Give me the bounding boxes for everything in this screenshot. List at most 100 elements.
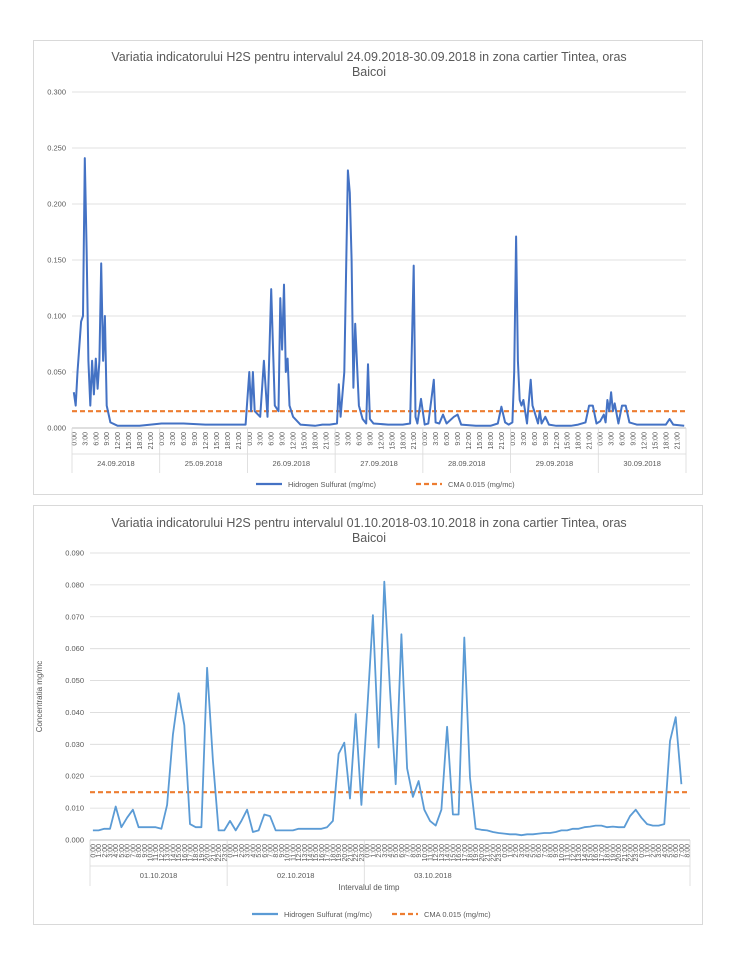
x-tick-label: 13:00 bbox=[302, 844, 309, 862]
x-tick-label: 0:00 bbox=[365, 844, 372, 858]
x-tick-label: 13:00 bbox=[165, 844, 172, 862]
x-tick-label: 3:00 bbox=[345, 432, 352, 446]
x-tick-label: 0:00 bbox=[159, 432, 166, 446]
x-tick-label: 6:00 bbox=[673, 844, 680, 858]
x-tick-label: 12:00 bbox=[296, 844, 303, 862]
x-tick-label: 1:00 bbox=[508, 844, 515, 858]
chart-panel-three-days: Variatia indicatorului H2S pentru interv… bbox=[33, 505, 703, 925]
x-tick-label: 15:00 bbox=[389, 432, 396, 450]
y-axis-title: Concentratia mg/mc bbox=[35, 661, 44, 733]
x-tick-label: 20:00 bbox=[616, 844, 623, 862]
x-tick-label: 0:00 bbox=[598, 432, 605, 446]
x-tick-label: 9:00 bbox=[280, 432, 287, 446]
x-tick-label: 8:00 bbox=[548, 844, 555, 858]
x-tick-label: 19:00 bbox=[473, 844, 480, 862]
x-tick-label: 9:00 bbox=[631, 432, 638, 446]
day-label: 02.10.2018 bbox=[277, 871, 315, 880]
x-tick-label: 1:00 bbox=[370, 844, 377, 858]
legend-cma-label: CMA 0.015 (mg/mc) bbox=[448, 480, 515, 489]
h2s-week-chart: Variatia indicatorului H2S pentru interv… bbox=[47, 50, 687, 489]
x-tick-label: 16:00 bbox=[319, 844, 326, 862]
x-tick-label: 18:00 bbox=[313, 432, 320, 450]
x-tick-label: 4:00 bbox=[250, 844, 257, 858]
x-tick-label: 0:00 bbox=[510, 432, 517, 446]
x-tick-label: 18:00 bbox=[488, 432, 495, 450]
x-tick-label: 18:00 bbox=[330, 844, 337, 862]
x-tick-label: 9:00 bbox=[543, 432, 550, 446]
x-tick-label: 14:00 bbox=[445, 844, 452, 862]
x-tick-label: 15:00 bbox=[450, 844, 457, 862]
x-tick-label: 15:00 bbox=[588, 844, 595, 862]
x-tick-label: 21:00 bbox=[236, 432, 243, 450]
day-label: 25.09.2018 bbox=[185, 459, 223, 468]
x-tick-label: 11:00 bbox=[428, 844, 435, 861]
x-tick-label: 8:00 bbox=[136, 844, 143, 858]
chart-title-line: Variatia indicatorului H2S pentru interv… bbox=[111, 50, 626, 64]
x-tick-label: 9:00 bbox=[104, 432, 111, 446]
day-label: 26.09.2018 bbox=[273, 459, 311, 468]
x-tick-label: 3:00 bbox=[433, 432, 440, 446]
x-tick-label: 4:00 bbox=[388, 844, 395, 858]
y-tick-label: 0.070 bbox=[65, 612, 84, 621]
x-tick-label: 12:00 bbox=[554, 432, 561, 450]
y-tick-label: 0.010 bbox=[65, 804, 84, 813]
y-tick-label: 0.050 bbox=[65, 676, 84, 685]
x-tick-label: 21:00 bbox=[674, 432, 681, 450]
x-tick-label: 17:00 bbox=[188, 844, 195, 862]
x-tick-label: 7:00 bbox=[130, 844, 137, 858]
day-label: 01.10.2018 bbox=[140, 871, 178, 880]
x-tick-label: 23:00 bbox=[496, 844, 503, 862]
x-tick-label: 9:00 bbox=[142, 844, 149, 858]
x-tick-label: 3:00 bbox=[382, 844, 389, 858]
x-tick-label: 5:00 bbox=[668, 844, 675, 858]
x-tick-label: 17:00 bbox=[462, 844, 469, 862]
x-tick-label: 9:00 bbox=[553, 844, 560, 858]
x-tick-label: 10:00 bbox=[148, 844, 155, 862]
chart-title-line: Baicoi bbox=[352, 65, 386, 79]
y-tick-label: 0.000 bbox=[65, 836, 84, 845]
y-tick-label: 0.100 bbox=[47, 312, 66, 321]
day-label: 27.09.2018 bbox=[360, 459, 398, 468]
day-label: 03.10.2018 bbox=[414, 871, 452, 880]
x-tick-label: 2:00 bbox=[650, 844, 657, 858]
x-tick-label: 18:00 bbox=[193, 844, 200, 862]
x-tick-label: 6:00 bbox=[125, 844, 132, 858]
x-tick-label: 0:00 bbox=[334, 432, 341, 446]
x-tick-label: 19:00 bbox=[610, 844, 617, 862]
x-tick-label: 7:00 bbox=[679, 844, 686, 858]
x-tick-label: 15:00 bbox=[313, 844, 320, 862]
x-tick-label: 20:00 bbox=[205, 844, 212, 862]
x-tick-label: 3:00 bbox=[108, 844, 115, 858]
x-tick-label: 3:00 bbox=[170, 432, 177, 446]
y-tick-label: 0.300 bbox=[47, 88, 66, 97]
x-tick-label: 6:00 bbox=[262, 844, 269, 858]
x-tick-label: 19:00 bbox=[336, 844, 343, 862]
x-tick-label: 2:00 bbox=[102, 844, 109, 858]
x-tick-label: 7:00 bbox=[405, 844, 412, 858]
x-tick-label: 18:00 bbox=[468, 844, 475, 862]
x-tick-label: 15:00 bbox=[565, 432, 572, 450]
x-tick-label: 22:00 bbox=[628, 844, 635, 862]
x-tick-label: 21:00 bbox=[485, 844, 492, 862]
y-tick-label: 0.030 bbox=[65, 740, 84, 749]
y-tick-label: 0.250 bbox=[47, 144, 66, 153]
x-tick-label: 9:00 bbox=[416, 844, 423, 858]
x-tick-label: 15:00 bbox=[302, 432, 309, 450]
x-tick-label: 18:00 bbox=[605, 844, 612, 862]
h2s-series-line bbox=[72, 157, 685, 427]
x-tick-label: 22:00 bbox=[216, 844, 223, 862]
x-tick-label: 6:00 bbox=[399, 844, 406, 858]
x-tick-label: 6:00 bbox=[532, 432, 539, 446]
x-tick-label: 22:00 bbox=[353, 844, 360, 862]
y-tick-label: 0.020 bbox=[65, 772, 84, 781]
x-tick-label: 15:00 bbox=[652, 432, 659, 450]
day-label: 24.09.2018 bbox=[97, 459, 135, 468]
x-tick-label: 3:00 bbox=[519, 844, 526, 858]
x-tick-label: 9:00 bbox=[279, 844, 286, 858]
x-tick-label: 0:00 bbox=[639, 844, 646, 858]
x-tick-label: 21:00 bbox=[587, 432, 594, 450]
x-tick-label: 12:00 bbox=[115, 432, 122, 450]
x-tick-label: 7:00 bbox=[268, 844, 275, 858]
x-tick-label: 0:00 bbox=[90, 844, 97, 858]
x-tick-label: 9:00 bbox=[192, 432, 199, 446]
